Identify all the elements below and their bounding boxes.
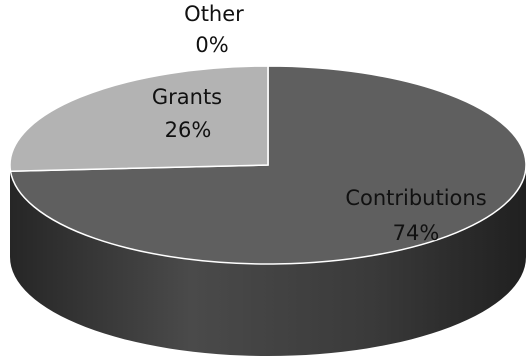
pie-label-other: Other	[184, 2, 244, 26]
pie-sides	[10, 165, 526, 356]
pie-side-wall-contributions	[10, 165, 526, 356]
pie-labels: Contributions 74% Grants 26% Other 0%	[152, 2, 487, 245]
pie-value-other: 0%	[195, 33, 228, 57]
pie-label-contributions: Contributions	[345, 186, 486, 210]
pie-slice-grants	[9, 65, 269, 172]
pie-label-grants: Grants	[152, 85, 222, 109]
pie-value-contributions: 74%	[393, 221, 440, 245]
pie-tops	[9, 65, 527, 265]
pie-value-grants: 26%	[165, 118, 212, 142]
